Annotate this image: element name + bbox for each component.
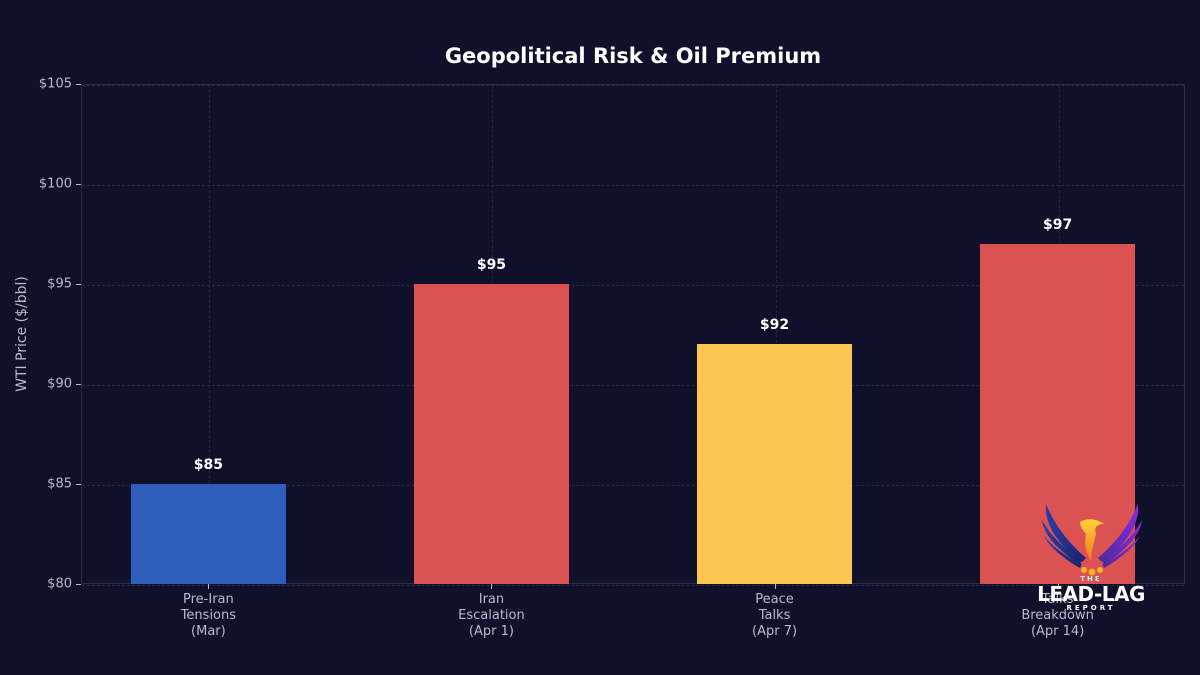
bar-value-label: $85 (193, 457, 223, 473)
y-tick-label: $85 (47, 476, 72, 492)
y-tick-label: $90 (47, 376, 72, 392)
x-tick-label: Iran Escalation (Apr 1) (458, 592, 525, 639)
gridline-vertical (209, 85, 211, 583)
y-tick-mark (76, 284, 81, 285)
x-tick-label: Talks Breakdown (Apr 14) (1021, 592, 1094, 639)
y-tick-mark (76, 184, 81, 185)
y-axis-label: WTI Price ($/bbl) (14, 276, 30, 392)
bar-value-label: $97 (1042, 217, 1073, 233)
gridline-horizontal (82, 385, 1184, 386)
x-tick-label: Peace Talks (Apr 7) (752, 592, 798, 639)
y-tick-label: $80 (47, 576, 72, 592)
y-tick-mark (76, 384, 81, 385)
logo-the: THE (1080, 575, 1102, 583)
gridline-horizontal (82, 285, 1184, 286)
bar (130, 484, 287, 584)
x-tick-mark (1057, 584, 1059, 589)
y-tick-label: $95 (47, 276, 72, 292)
bar-value-label: $92 (759, 317, 790, 333)
logo-sub: REPORT (1066, 604, 1116, 612)
gridline-horizontal (82, 585, 1184, 586)
x-tick-mark (208, 584, 210, 589)
y-tick-mark (76, 84, 81, 85)
y-tick-mark (76, 584, 81, 585)
y-tick-mark (76, 484, 81, 485)
phoenix-icon (1042, 504, 1142, 576)
x-tick-mark (491, 584, 493, 589)
x-tick-mark (774, 584, 776, 589)
x-tick-label: Pre-Iran Tensions (Mar) (180, 592, 237, 639)
logo-name: LEAD-LAG (1037, 582, 1145, 606)
gridline-horizontal (82, 485, 1184, 486)
gridline-vertical (775, 85, 777, 583)
lead-lag-report-logo: THE LEAD-LAG REPORT (1030, 500, 1152, 615)
bar (413, 284, 570, 584)
chart-title: Geopolitical Risk & Oil Premium (444, 44, 822, 68)
y-tick-label: $105 (38, 76, 72, 92)
bar-value-label: $95 (476, 257, 507, 273)
bar (696, 344, 853, 584)
gridline-horizontal (82, 185, 1184, 186)
gridline-horizontal (82, 85, 1184, 86)
y-tick-label: $100 (38, 176, 72, 192)
